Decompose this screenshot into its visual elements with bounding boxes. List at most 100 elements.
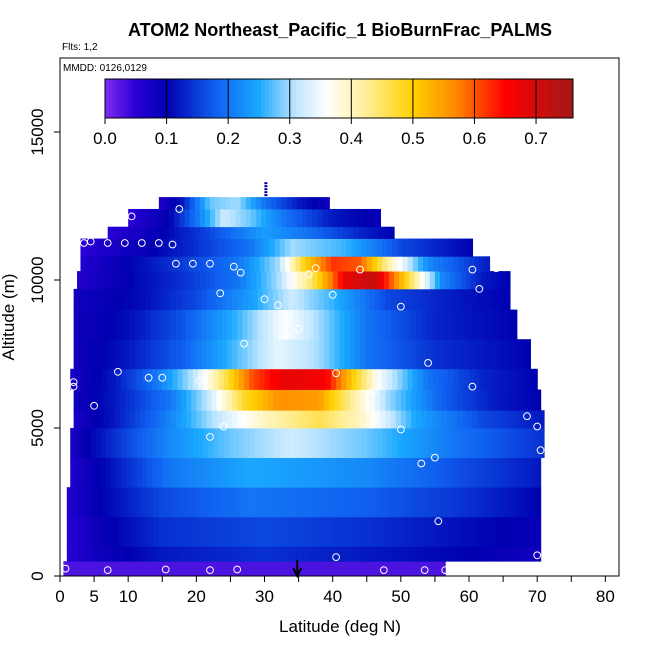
heatmap-cell xyxy=(353,208,359,228)
heatmap-cell xyxy=(245,516,252,547)
heatmap-cell xyxy=(319,389,325,411)
heatmap-cell xyxy=(192,368,199,390)
heatmap-cell xyxy=(194,208,201,228)
heatmap-cell xyxy=(160,410,167,429)
heatmap-cell xyxy=(174,271,180,290)
heatmap-cell xyxy=(146,238,153,257)
heatmap-cell xyxy=(278,410,284,429)
heatmap-cell xyxy=(395,389,402,411)
heatmap-cell xyxy=(499,368,506,390)
heatmap-cell xyxy=(375,561,381,577)
heatmap-cell xyxy=(85,428,92,458)
heatmap-cell xyxy=(85,457,92,488)
heatmap-cell xyxy=(100,238,107,257)
heatmap-cell xyxy=(170,288,177,310)
heatmap-cell xyxy=(337,487,344,518)
heatmap-cell xyxy=(121,368,128,390)
heatmap-cell xyxy=(184,208,191,228)
heatmap-cell xyxy=(230,271,237,290)
heatmap-cell xyxy=(281,516,288,547)
heatmap-cell xyxy=(247,561,254,577)
heatmap-cell xyxy=(218,368,225,390)
heatmap-cell xyxy=(273,339,279,370)
heatmap-cell xyxy=(431,410,438,429)
heatmap-cell xyxy=(71,487,78,518)
heatmap-cell xyxy=(71,546,78,562)
heatmap-cell xyxy=(443,428,450,458)
heatmap-cell xyxy=(250,516,257,547)
data-point xyxy=(424,359,433,367)
x-axis-tick-label: 20 xyxy=(187,587,206,606)
heatmap-cell xyxy=(117,546,124,562)
heatmap-cell xyxy=(255,516,262,547)
heatmap-cell xyxy=(337,546,344,562)
heatmap-cell xyxy=(262,309,269,340)
heatmap-cell xyxy=(353,546,359,562)
heatmap-cell xyxy=(291,546,298,562)
heatmap-cell xyxy=(262,288,269,310)
heatmap-cell xyxy=(537,487,542,518)
colorbar-swatch xyxy=(288,79,293,118)
heatmap-cell xyxy=(244,256,250,272)
heatmap-cell xyxy=(400,410,407,429)
heatmap-cell xyxy=(388,487,395,518)
heatmap-cell xyxy=(479,428,485,458)
heatmap-cell xyxy=(155,410,162,429)
heatmap-cell xyxy=(530,368,537,390)
data-point xyxy=(103,239,112,247)
heatmap-cell xyxy=(150,288,157,310)
heatmap-cell xyxy=(300,428,307,458)
heatmap-cell xyxy=(366,428,373,458)
heatmap-cell xyxy=(438,428,445,458)
heatmap-cell xyxy=(368,546,375,562)
data-point xyxy=(195,376,204,385)
heatmap-cell xyxy=(375,339,381,370)
heatmap-cell xyxy=(380,561,387,577)
heatmap-cell xyxy=(492,410,499,429)
heatmap-cell xyxy=(423,457,429,488)
heatmap-cell xyxy=(186,389,192,411)
heatmap-cell xyxy=(146,428,153,458)
heatmap-cell xyxy=(329,288,335,310)
heatmap-cell xyxy=(324,410,330,429)
heatmap-cell xyxy=(208,428,214,458)
data-point xyxy=(114,367,122,376)
heatmap-cell xyxy=(453,368,460,390)
colorbar-swatch xyxy=(463,79,469,118)
heatmap-cell xyxy=(252,410,259,429)
heatmap-cell xyxy=(266,487,272,518)
heatmap-cell xyxy=(332,487,339,518)
mmdd-label: MMDD: 0126,0129 xyxy=(63,63,147,74)
heatmap-cell xyxy=(498,309,504,340)
heatmap-cell xyxy=(192,256,199,272)
data-point xyxy=(206,566,214,574)
data-point xyxy=(233,565,242,574)
heatmap-cell xyxy=(302,208,308,228)
heatmap-cell xyxy=(470,516,477,547)
heatmap-cell xyxy=(363,208,370,228)
heatmap-cell xyxy=(235,271,242,290)
heatmap-cell xyxy=(170,410,177,429)
heatmap-cell xyxy=(411,561,417,577)
heatmap-cell xyxy=(496,516,502,547)
heatmap-cell xyxy=(66,546,73,562)
heatmap-cell xyxy=(112,487,119,518)
heatmap-cell xyxy=(255,226,262,239)
heatmap-cell xyxy=(203,256,209,272)
heatmap-cell xyxy=(90,457,97,488)
heatmap-cell xyxy=(428,238,434,257)
heatmap-cell xyxy=(453,428,460,458)
heatmap-cell xyxy=(189,487,196,518)
heatmap-cell xyxy=(433,457,439,488)
heatmap-cell xyxy=(327,208,334,228)
heatmap-cell xyxy=(332,516,339,547)
heatmap-cell xyxy=(455,487,462,518)
heatmap-cell xyxy=(307,197,313,210)
data-point xyxy=(69,382,78,391)
heatmap-cell xyxy=(383,516,390,547)
heatmap-cell xyxy=(182,238,189,257)
heatmap-cell xyxy=(296,487,303,518)
heatmap-cell xyxy=(307,546,313,562)
heatmap-cell xyxy=(341,368,347,390)
heatmap-cell xyxy=(392,256,399,272)
